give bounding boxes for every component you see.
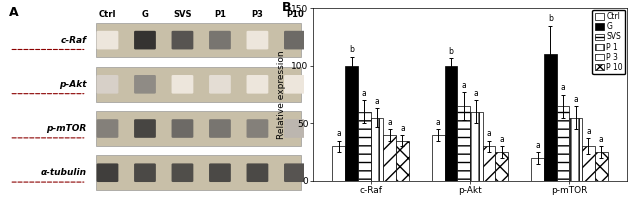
FancyBboxPatch shape bbox=[172, 75, 193, 94]
FancyBboxPatch shape bbox=[284, 75, 306, 94]
FancyBboxPatch shape bbox=[284, 163, 306, 182]
Bar bbox=[531, 158, 544, 181]
Bar bbox=[96, 155, 301, 190]
Text: p-Akt: p-Akt bbox=[59, 80, 87, 89]
FancyBboxPatch shape bbox=[209, 119, 231, 138]
Text: a: a bbox=[375, 97, 379, 106]
FancyBboxPatch shape bbox=[172, 31, 193, 50]
Text: G: G bbox=[142, 10, 148, 19]
Bar bbox=[595, 152, 608, 181]
FancyBboxPatch shape bbox=[209, 75, 231, 94]
Text: a: a bbox=[499, 135, 505, 144]
FancyBboxPatch shape bbox=[209, 31, 231, 50]
FancyBboxPatch shape bbox=[97, 75, 118, 94]
Bar bbox=[345, 66, 358, 181]
FancyBboxPatch shape bbox=[134, 119, 156, 138]
Text: P1: P1 bbox=[214, 10, 226, 19]
Text: c-Raf: c-Raf bbox=[61, 36, 87, 45]
Bar bbox=[544, 54, 556, 181]
FancyBboxPatch shape bbox=[209, 163, 231, 182]
Bar bbox=[96, 23, 301, 57]
Text: a: a bbox=[436, 118, 441, 127]
Bar bbox=[96, 111, 301, 146]
Bar bbox=[496, 152, 508, 181]
Text: b: b bbox=[349, 45, 354, 54]
Text: α-tubulin: α-tubulin bbox=[41, 168, 87, 177]
FancyBboxPatch shape bbox=[246, 119, 268, 138]
Text: A: A bbox=[9, 6, 19, 19]
Text: P10: P10 bbox=[286, 10, 304, 19]
Bar bbox=[371, 118, 384, 181]
Text: a: a bbox=[336, 129, 341, 138]
Text: a: a bbox=[362, 89, 367, 98]
Bar bbox=[582, 146, 595, 181]
Bar bbox=[556, 106, 569, 181]
Bar bbox=[358, 112, 371, 181]
FancyBboxPatch shape bbox=[172, 119, 193, 138]
FancyBboxPatch shape bbox=[97, 163, 118, 182]
FancyBboxPatch shape bbox=[284, 119, 306, 138]
Text: a: a bbox=[387, 118, 392, 127]
Y-axis label: Relative expression: Relative expression bbox=[277, 50, 285, 139]
Text: a: a bbox=[400, 124, 405, 133]
FancyBboxPatch shape bbox=[97, 119, 118, 138]
Bar bbox=[396, 141, 409, 181]
Text: P3: P3 bbox=[251, 10, 263, 19]
Text: a: a bbox=[586, 127, 591, 136]
Bar bbox=[569, 118, 582, 181]
Text: a: a bbox=[461, 81, 466, 90]
FancyBboxPatch shape bbox=[134, 163, 156, 182]
Text: B: B bbox=[282, 1, 292, 14]
Text: a: a bbox=[599, 135, 604, 144]
Bar bbox=[483, 146, 496, 181]
Bar bbox=[332, 146, 345, 181]
FancyBboxPatch shape bbox=[134, 31, 156, 50]
FancyBboxPatch shape bbox=[246, 31, 268, 50]
FancyBboxPatch shape bbox=[246, 75, 268, 94]
Text: b: b bbox=[448, 47, 453, 56]
FancyBboxPatch shape bbox=[134, 75, 156, 94]
FancyBboxPatch shape bbox=[284, 31, 306, 50]
FancyBboxPatch shape bbox=[97, 31, 118, 50]
Text: a: a bbox=[535, 141, 540, 150]
Text: b: b bbox=[548, 14, 553, 23]
Text: SVS: SVS bbox=[173, 10, 192, 19]
Legend: Ctrl, G, SVS, P 1, P 3, P 10: Ctrl, G, SVS, P 1, P 3, P 10 bbox=[592, 10, 625, 74]
Bar bbox=[384, 135, 396, 181]
Bar bbox=[96, 67, 301, 102]
Text: Ctrl: Ctrl bbox=[99, 10, 116, 19]
Bar bbox=[457, 106, 470, 181]
Text: a: a bbox=[561, 83, 565, 92]
FancyBboxPatch shape bbox=[246, 163, 268, 182]
Text: p-mTOR: p-mTOR bbox=[46, 124, 87, 133]
Bar bbox=[444, 66, 457, 181]
Text: a: a bbox=[573, 95, 578, 104]
FancyBboxPatch shape bbox=[172, 163, 193, 182]
Text: a: a bbox=[474, 89, 479, 98]
Bar bbox=[432, 135, 444, 181]
Text: a: a bbox=[487, 129, 491, 138]
Bar bbox=[470, 112, 483, 181]
